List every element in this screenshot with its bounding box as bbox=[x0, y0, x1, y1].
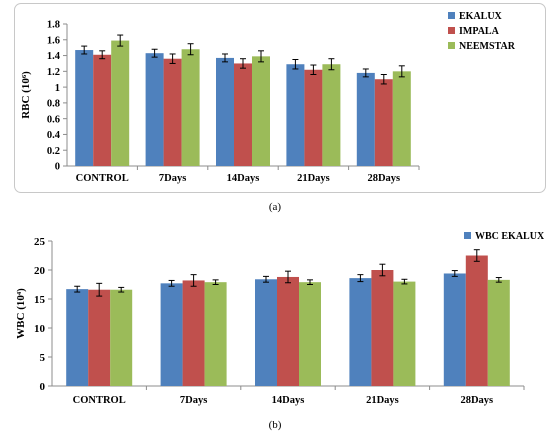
rbc-chart: 0 0.2 0.4 0.6 0.8 1 1.2 1.4 1.6 1.8 RBC (10⁶) CONTR… bbox=[20, 11, 516, 184]
rbc-y-tick-label: 1.6 bbox=[47, 35, 60, 46]
wbc-bar bbox=[110, 289, 133, 386]
wbc-bar bbox=[277, 276, 299, 386]
rbc-chart-caption: (a) bbox=[268, 201, 282, 213]
rbc-bar bbox=[145, 53, 164, 166]
wbc-x-tick-label: 14Days bbox=[272, 395, 305, 406]
wbc-legend-swatch bbox=[464, 232, 471, 239]
rbc-bar bbox=[163, 58, 182, 166]
wbc-bar bbox=[255, 279, 277, 386]
rbc-y-tick-label: 1 bbox=[55, 83, 60, 94]
wbc-y-tick-label: 5 bbox=[40, 352, 46, 364]
wbc-chart-panel: 0 5 10 15 20 25 WBC (10⁴) CONTROL 7Days 14Days 21D… bbox=[8, 224, 544, 410]
rbc-bar bbox=[216, 57, 234, 166]
rbc-bar bbox=[252, 56, 270, 166]
wbc-bar bbox=[88, 289, 111, 386]
rbc-x-tick-label: 7Days bbox=[159, 173, 186, 184]
rbc-legend-swatch bbox=[448, 27, 455, 34]
rbc-legend-label: IMPALA bbox=[459, 26, 500, 37]
rbc-bar bbox=[111, 40, 130, 166]
rbc-y-tick-label: 0.8 bbox=[47, 99, 60, 110]
wbc-bar bbox=[465, 255, 488, 386]
wbc-y-tick-label: 10 bbox=[34, 323, 46, 335]
rbc-y-tick-label: 1.2 bbox=[47, 67, 60, 78]
wbc-legend-label: WBC EKALUX bbox=[475, 231, 544, 242]
wbc-chart: 0 5 10 15 20 25 WBC (10⁴) CONTROL 7Days 14Days 21D… bbox=[15, 231, 544, 406]
rbc-y-tick-label: 0.6 bbox=[47, 114, 60, 125]
wbc-bar bbox=[204, 282, 227, 386]
rbc-bar bbox=[286, 64, 305, 166]
rbc-legend-label: NEEMSTAR bbox=[459, 41, 516, 52]
rbc-y-tick-label: 0.2 bbox=[47, 146, 60, 157]
rbc-chart-panel: 0 0.2 0.4 0.6 0.8 1 1.2 1.4 1.6 1.8 RBC (10⁶) CONTR… bbox=[14, 3, 546, 193]
rbc-bar bbox=[356, 72, 375, 166]
rbc-bar bbox=[181, 49, 200, 166]
rbc-y-tick-label: 1.8 bbox=[47, 20, 60, 31]
rbc-bar bbox=[304, 69, 323, 166]
wbc-bar bbox=[349, 278, 372, 386]
wbc-x-tick-label: 7Days bbox=[180, 395, 207, 406]
wbc-x-tick-label: 21Days bbox=[366, 395, 399, 406]
wbc-y-tick-label: 15 bbox=[34, 294, 46, 306]
rbc-legend-swatch bbox=[448, 12, 455, 19]
wbc-y-tick-label: 25 bbox=[34, 236, 46, 248]
wbc-bar bbox=[443, 273, 466, 386]
wbc-bar bbox=[371, 270, 394, 386]
rbc-legend-swatch bbox=[448, 42, 455, 49]
rbc-bar bbox=[322, 64, 341, 166]
wbc-y-tick-label: 0 bbox=[40, 381, 46, 393]
wbc-chart-caption: (b) bbox=[268, 419, 282, 431]
wbc-bar bbox=[66, 289, 89, 386]
wbc-x-tick-label: CONTROL bbox=[73, 395, 126, 406]
rbc-bar bbox=[75, 50, 94, 166]
rbc-y-axis-label: RBC (10⁶) bbox=[20, 71, 32, 119]
wbc-bar bbox=[299, 282, 321, 386]
rbc-x-tick-label: 28Days bbox=[367, 173, 400, 184]
rbc-y-tick-label: 0 bbox=[55, 162, 60, 173]
rbc-y-tick-label: 0.4 bbox=[47, 130, 61, 141]
rbc-bar bbox=[374, 79, 393, 166]
wbc-y-axis-label: WBC (10⁴) bbox=[15, 288, 27, 339]
wbc-y-tick-label: 20 bbox=[34, 265, 46, 277]
wbc-bar bbox=[487, 279, 510, 386]
rbc-bar bbox=[234, 63, 252, 166]
wbc-bar bbox=[393, 281, 416, 386]
rbc-x-tick-label: 21Days bbox=[297, 173, 330, 184]
wbc-bar bbox=[160, 283, 183, 386]
wbc-x-tick-label: 28Days bbox=[460, 395, 493, 406]
rbc-y-tick-label: 1.4 bbox=[47, 51, 61, 62]
rbc-legend-label: EKALUX bbox=[459, 11, 503, 22]
rbc-x-tick-label: CONTROL bbox=[76, 173, 129, 184]
rbc-bar bbox=[392, 71, 411, 166]
rbc-bar bbox=[93, 54, 112, 167]
wbc-bar bbox=[182, 280, 205, 386]
rbc-x-tick-label: 14Days bbox=[227, 173, 260, 184]
